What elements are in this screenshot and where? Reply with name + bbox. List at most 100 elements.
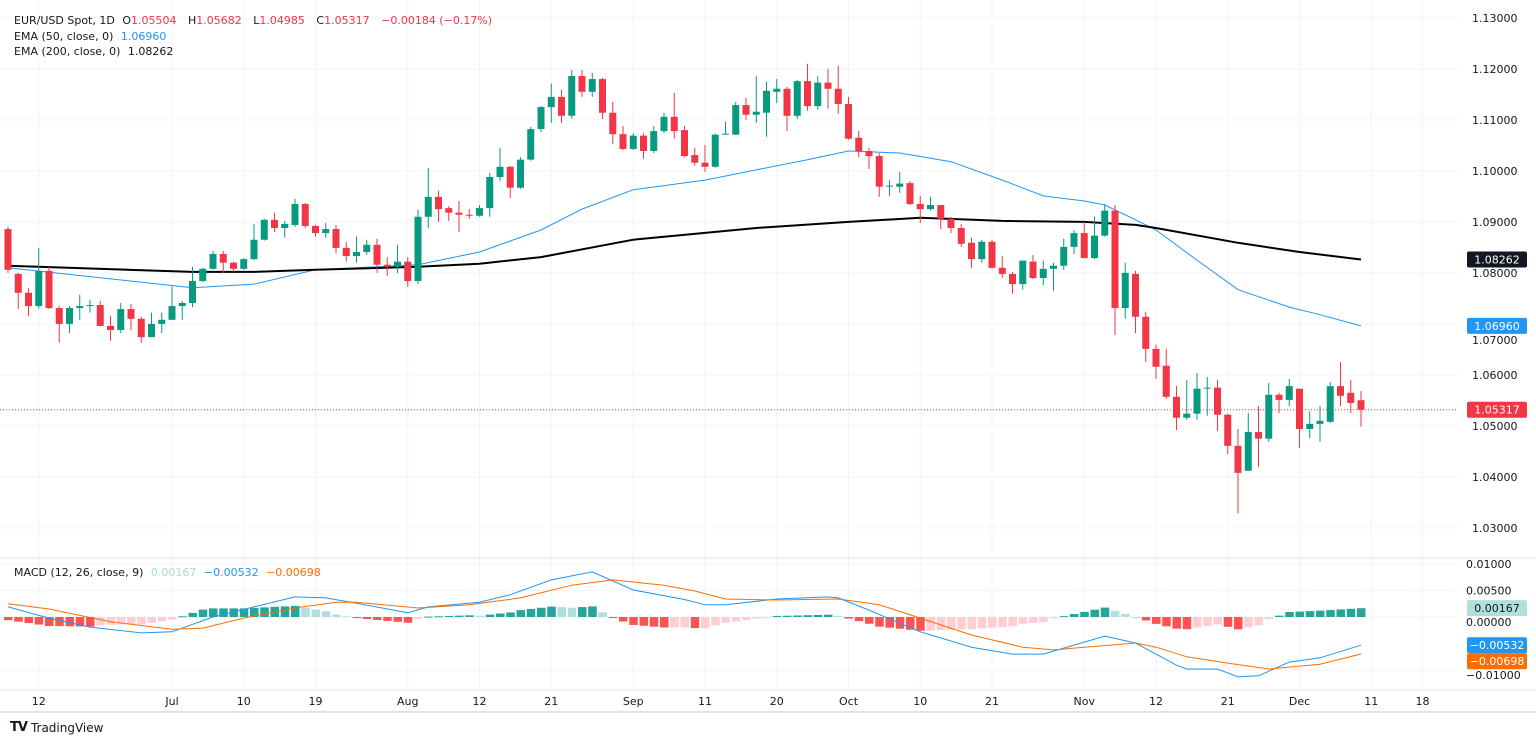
- candle[interactable]: [527, 127, 535, 161]
- candle[interactable]: [465, 209, 473, 219]
- candle[interactable]: [486, 172, 494, 217]
- candle[interactable]: [1316, 406, 1324, 442]
- candle[interactable]: [875, 153, 883, 197]
- candle[interactable]: [588, 72, 596, 97]
- candle[interactable]: [814, 76, 822, 110]
- candle[interactable]: [1296, 388, 1303, 448]
- candle[interactable]: [742, 97, 750, 120]
- candle[interactable]: [691, 147, 699, 166]
- symbol-title[interactable]: EUR/USD Spot, 1D: [14, 14, 115, 27]
- candle[interactable]: [96, 300, 104, 326]
- candle[interactable]: [773, 79, 781, 104]
- candle[interactable]: [394, 244, 401, 273]
- ema200-legend[interactable]: EMA (200, close, 0) 1.08262: [14, 44, 177, 59]
- candle[interactable]: [1347, 380, 1355, 414]
- candle[interactable]: [76, 294, 84, 320]
- candle[interactable]: [722, 121, 729, 135]
- candle[interactable]: [1080, 221, 1088, 259]
- candle[interactable]: [1255, 406, 1262, 467]
- candle[interactable]: [86, 299, 94, 313]
- candle[interactable]: [968, 237, 975, 268]
- candle[interactable]: [14, 272, 22, 310]
- candle[interactable]: [1162, 348, 1170, 399]
- candle[interactable]: [517, 157, 524, 189]
- candle[interactable]: [1009, 271, 1016, 294]
- candle[interactable]: [1132, 270, 1139, 334]
- candle[interactable]: [127, 304, 135, 331]
- candle[interactable]: [640, 133, 647, 159]
- candle[interactable]: [906, 181, 914, 206]
- candle[interactable]: [834, 65, 842, 114]
- candle[interactable]: [1060, 238, 1068, 270]
- candle[interactable]: [660, 112, 668, 134]
- candle[interactable]: [66, 306, 73, 334]
- candle[interactable]: [763, 81, 770, 137]
- candle[interactable]: [1203, 376, 1211, 416]
- candle[interactable]: [383, 257, 391, 276]
- candle[interactable]: [250, 223, 258, 261]
- candle[interactable]: [1101, 204, 1109, 237]
- candle[interactable]: [1326, 382, 1334, 423]
- candle[interactable]: [998, 256, 1006, 278]
- candle[interactable]: [455, 200, 463, 233]
- candle[interactable]: [824, 68, 832, 109]
- candle[interactable]: [301, 203, 309, 229]
- candle[interactable]: [353, 236, 360, 263]
- macd-legend[interactable]: MACD (12, 26, close, 9) 0.00167 −0.00532…: [14, 565, 325, 580]
- candle[interactable]: [619, 125, 627, 150]
- candle[interactable]: [107, 315, 114, 341]
- candle[interactable]: [1183, 380, 1191, 420]
- candle[interactable]: [117, 302, 125, 334]
- candle[interactable]: [752, 76, 760, 123]
- candle[interactable]: [732, 102, 740, 135]
- candle[interactable]: [681, 125, 688, 158]
- candle[interactable]: [957, 223, 965, 247]
- candle[interactable]: [199, 267, 207, 283]
- candle[interactable]: [178, 300, 186, 320]
- candle[interactable]: [1306, 411, 1314, 439]
- candle[interactable]: [1050, 262, 1057, 291]
- candle[interactable]: [55, 306, 63, 343]
- candle[interactable]: [1244, 413, 1252, 471]
- candle[interactable]: [865, 147, 873, 169]
- candle[interactable]: [1142, 311, 1150, 363]
- tradingview-logo[interactable]: TV TradingView: [10, 720, 103, 735]
- candle[interactable]: [1039, 260, 1047, 286]
- candle[interactable]: [189, 266, 196, 308]
- candle[interactable]: [568, 69, 576, 119]
- ema50-legend[interactable]: EMA (50, close, 0) 1.06960: [14, 29, 170, 44]
- candle[interactable]: [578, 69, 586, 97]
- candle[interactable]: [496, 147, 504, 182]
- candle[interactable]: [45, 266, 53, 310]
- candle[interactable]: [1357, 391, 1365, 427]
- candle[interactable]: [240, 258, 248, 270]
- candle[interactable]: [1070, 230, 1078, 255]
- candle[interactable]: [158, 312, 166, 334]
- candle[interactable]: [312, 224, 319, 237]
- candle[interactable]: [978, 239, 986, 263]
- candle[interactable]: [988, 239, 996, 269]
- candle[interactable]: [629, 133, 637, 150]
- candle[interactable]: [855, 131, 863, 158]
- candle[interactable]: [209, 250, 217, 270]
- time-axis[interactable]: 12 Jul 10 19 Aug 12 21 Sep 11 20 Oct 10 21 Nov 12 21 Dec…: [32, 695, 1430, 708]
- candle[interactable]: [670, 92, 678, 139]
- candle[interactable]: [404, 257, 412, 287]
- candle[interactable]: [947, 216, 955, 234]
- candle[interactable]: [793, 80, 801, 119]
- candle[interactable]: [342, 241, 350, 262]
- candle[interactable]: [230, 261, 237, 272]
- candle[interactable]: [4, 226, 12, 273]
- candle[interactable]: [271, 212, 278, 233]
- candle[interactable]: [1091, 216, 1098, 260]
- candle[interactable]: [435, 190, 442, 222]
- candle[interactable]: [445, 206, 453, 221]
- candle[interactable]: [886, 180, 893, 196]
- candle[interactable]: [260, 218, 268, 241]
- candle[interactable]: [1121, 262, 1129, 319]
- price-axis[interactable]: 1.13000 1.12000 1.11000 1.10000 1.09000 1.080…: [1466, 12, 1521, 682]
- candle[interactable]: [711, 133, 719, 168]
- candle[interactable]: [1019, 260, 1027, 290]
- candle[interactable]: [1285, 378, 1293, 407]
